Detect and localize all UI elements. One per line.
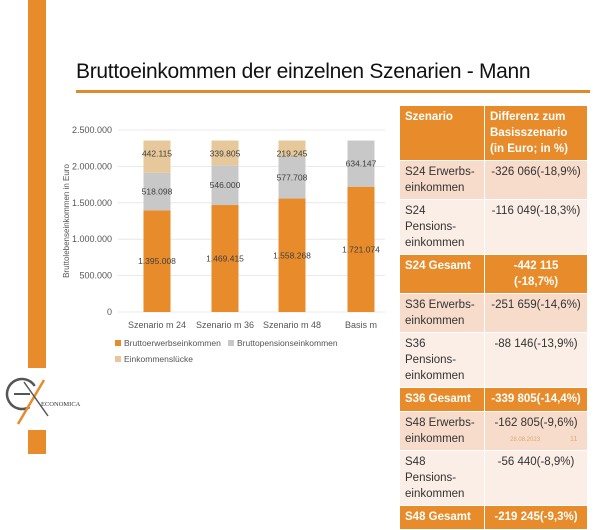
table-row: S36 Gesamt -339 805(-14,4%)	[400, 387, 588, 412]
table-row: S24 Gesamt -442 115 (-18,7%)	[400, 254, 588, 294]
economica-logo: ECONOMICA	[5, 377, 81, 425]
row-value: -56 440(-8,9%)	[484, 450, 588, 506]
slide-number: 11	[570, 436, 578, 443]
row-value: -162 805(-9,6%)	[484, 411, 588, 451]
data-label: 1.558.268	[273, 250, 311, 260]
y-tick-label: 2.500.000	[72, 125, 112, 135]
bar-segment	[347, 140, 375, 187]
table-row: S24 Erwerbs-einkommen -326 066(-18,9%)	[400, 160, 588, 200]
bar-segment	[278, 156, 306, 199]
accent-bar-top	[28, 0, 46, 368]
row-label: S36 Erwerbs-einkommen	[400, 293, 485, 333]
y-tick-label: 1.500.000	[72, 198, 112, 208]
y-tick-label: 1.000.000	[72, 234, 112, 244]
table-row: S48 Gesamt -219 245(-9,3%)	[400, 505, 588, 530]
bar-segment	[143, 210, 171, 312]
row-value: -442 115 (-18,7%)	[484, 254, 588, 294]
legend-swatch	[228, 340, 234, 346]
data-label: 577.708	[277, 173, 308, 183]
row-label: S24 Gesamt	[400, 254, 485, 294]
data-label: 634.147	[346, 159, 377, 169]
row-label: S48 Erwerbs-einkommen	[400, 411, 485, 451]
bar-segment	[211, 165, 239, 206]
row-label: S48 Pensions-einkommen	[400, 450, 485, 506]
bar-segment	[211, 140, 239, 166]
row-value: -251 659(-14,6%)	[484, 293, 588, 333]
header-difference: Differenz zum Basisszenario (in Euro; in…	[484, 106, 588, 161]
table-row: S24 Pensions-einkommen -116 049(-18,3%)	[400, 199, 588, 255]
y-axis-label: Bruttolebenseinkommen in Euro	[62, 164, 71, 278]
bar-segment	[278, 140, 306, 157]
data-label: 339.805	[210, 149, 241, 159]
svg-text:ECONOMICA: ECONOMICA	[41, 401, 81, 408]
x-tick-label: Szenario m 36	[196, 320, 254, 330]
bar-segment	[143, 140, 171, 173]
slide-date: 28.08.2023	[510, 437, 541, 443]
data-label: 518.098	[142, 187, 173, 197]
y-tick-label: 0	[107, 307, 112, 317]
bar-segment	[143, 172, 171, 211]
accent-bar-bottom	[28, 430, 46, 454]
header-scenario: Szenario	[400, 106, 485, 161]
table-header: Szenario Differenz zum Basisszenario (in…	[400, 106, 588, 161]
legend-label: Bruttopensionseinkommen	[237, 338, 338, 348]
data-label: 219.245	[277, 149, 308, 159]
data-label: 1.395.008	[138, 256, 176, 266]
table-row: S36 Pensions-einkommen -88 146(-13,9%)	[400, 332, 588, 388]
data-label: 1.469.415	[206, 254, 244, 264]
x-tick-label: Szenario m 24	[128, 320, 186, 330]
legend-label: Einkommenslücke	[124, 354, 193, 364]
row-value: -116 049(-18,3%)	[484, 199, 588, 255]
y-tick-label: 500.000	[79, 271, 112, 281]
table-row: S36 Erwerbs-einkommen -251 659(-14,6%)	[400, 293, 588, 333]
title-underline	[76, 90, 590, 93]
row-value: -219 245(-9,3%)	[484, 505, 588, 530]
row-label: S24 Pensions-einkommen	[400, 199, 485, 255]
row-label: S36 Gesamt	[400, 387, 485, 412]
legend-swatch	[115, 340, 121, 346]
data-label: 1.721.074	[342, 244, 380, 254]
row-value: -339 805(-14,4%)	[484, 387, 588, 412]
legend-swatch	[115, 356, 121, 362]
stacked-bar-chart: 0 500.000 1.000.000 1.500.000 2.000.000 2.500…	[62, 125, 385, 364]
bar-segment	[347, 186, 375, 312]
row-label: S24 Erwerbs-einkommen	[400, 160, 485, 200]
bar-segment	[211, 205, 239, 312]
slide-title: Bruttoeinkommen der einzelnen Szenarien …	[76, 60, 531, 83]
legend-label: Bruttoerwerbseinkommen	[124, 338, 221, 348]
table-row: S48 Erwerbs-einkommen -162 805(-9,6%)	[400, 411, 588, 451]
bar-segment	[278, 198, 306, 312]
y-tick-label: 2.000.000	[72, 161, 112, 171]
x-tick-label: Szenario m 48	[263, 320, 321, 330]
difference-table: Szenario Differenz zum Basisszenario (in…	[400, 106, 588, 530]
table-row: S48 Pensions-einkommen -56 440(-8,9%)	[400, 450, 588, 506]
data-label: 442.115	[142, 149, 172, 159]
row-value: -326 066(-18,9%)	[484, 160, 588, 200]
row-value: -88 146(-13,9%)	[484, 332, 588, 388]
row-label: S48 Gesamt	[400, 505, 485, 530]
data-label: 546.000	[210, 180, 241, 190]
row-label: S36 Pensions-einkommen	[400, 332, 485, 388]
x-tick-label: Basis m	[345, 320, 377, 330]
